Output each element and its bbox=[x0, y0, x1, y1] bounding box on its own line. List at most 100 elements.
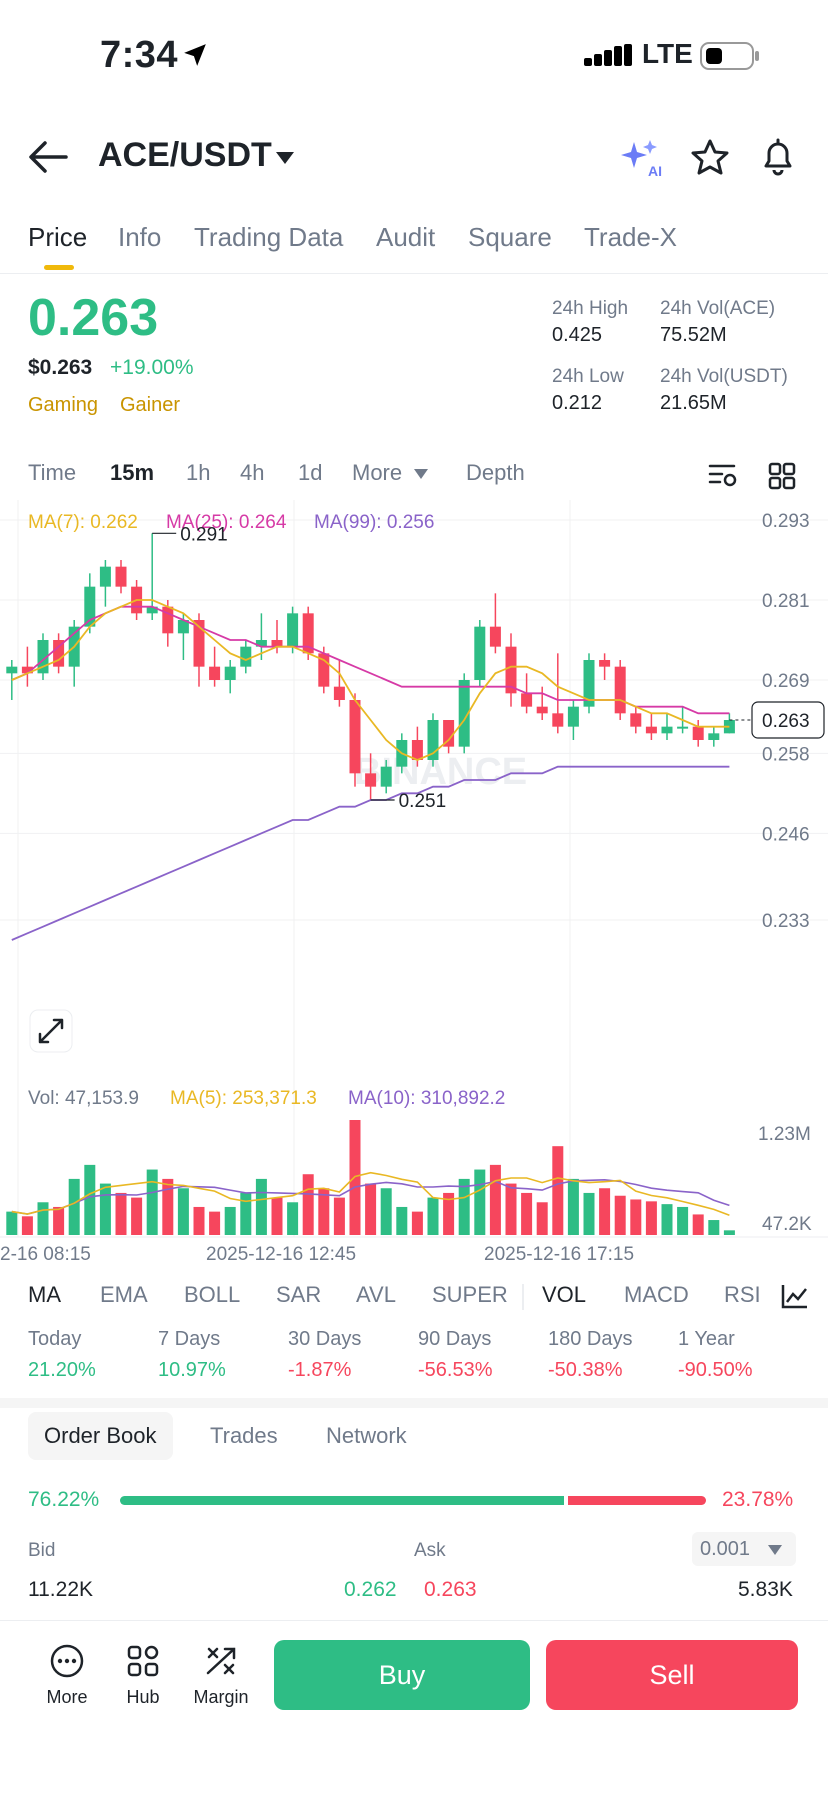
precision-selector[interactable]: 0.001 bbox=[692, 1532, 796, 1566]
tab-network[interactable]: Network bbox=[326, 1423, 407, 1448]
low-marker-label: 0.251 bbox=[399, 791, 447, 812]
candle-body bbox=[37, 640, 49, 674]
indicator-settings-icon[interactable] bbox=[780, 1282, 810, 1310]
candle-body bbox=[521, 693, 533, 707]
candle-body bbox=[645, 726, 657, 734]
volume-bar bbox=[162, 1178, 174, 1235]
candle-body bbox=[302, 613, 314, 654]
tab-trades[interactable]: Trades bbox=[210, 1423, 278, 1448]
indicator-rsi[interactable]: RSI bbox=[724, 1282, 761, 1307]
stat-24h-high-label: 24h High bbox=[552, 298, 629, 319]
volume-bar bbox=[287, 1202, 299, 1235]
timeframe-more[interactable]: More bbox=[352, 460, 403, 485]
nav-hub[interactable]: Hub bbox=[108, 1643, 178, 1708]
bid-price[interactable]: 0.262 bbox=[344, 1578, 397, 1601]
candle-body bbox=[6, 666, 18, 674]
ask-price[interactable]: 0.263 bbox=[424, 1578, 477, 1601]
bid-column-label: Bid bbox=[28, 1540, 56, 1561]
volume-bar bbox=[209, 1211, 221, 1235]
nav-margin-label: Margin bbox=[193, 1687, 249, 1707]
vol-ma5-legend: MA(5): 253,371.3 bbox=[170, 1088, 317, 1109]
expand-chart-button[interactable] bbox=[29, 1009, 73, 1053]
depth-tab[interactable]: Depth bbox=[466, 460, 525, 485]
tab-info[interactable]: Info bbox=[118, 222, 162, 252]
price-alert-bell-icon[interactable] bbox=[758, 136, 798, 176]
volume-bar bbox=[240, 1192, 252, 1235]
volume-bar bbox=[21, 1216, 33, 1235]
performance-value: 21.20% bbox=[28, 1359, 96, 1381]
tab-audit[interactable]: Audit bbox=[376, 222, 436, 252]
tab-square[interactable]: Square bbox=[468, 222, 552, 252]
nav-more[interactable]: More bbox=[32, 1643, 102, 1708]
performance-item: 1 Year -90.50% bbox=[678, 1328, 753, 1382]
buy-button[interactable]: Buy bbox=[274, 1640, 530, 1710]
pair-dropdown-caret-icon[interactable] bbox=[276, 152, 294, 164]
sell-button[interactable]: Sell bbox=[546, 1640, 798, 1710]
timeframe-1h[interactable]: 1h bbox=[186, 460, 211, 485]
tag-gaming[interactable]: Gaming bbox=[28, 394, 99, 416]
volume-bar bbox=[193, 1206, 205, 1235]
candle-body bbox=[692, 726, 704, 740]
timeframe-time[interactable]: Time bbox=[28, 460, 77, 485]
tab-trading-data[interactable]: Trading Data bbox=[194, 222, 344, 252]
expand-icon[interactable] bbox=[38, 1018, 64, 1044]
candle-body bbox=[271, 640, 283, 647]
timeframe-selector: Time 15m 1h 4h 1d More Depth bbox=[0, 460, 828, 504]
volume-bar bbox=[599, 1188, 611, 1235]
nav-margin[interactable]: Margin bbox=[186, 1643, 256, 1708]
timeframe-15m[interactable]: 15m bbox=[110, 460, 155, 485]
volume-bar bbox=[333, 1197, 345, 1235]
performance-item: 30 Days -1.87% bbox=[288, 1328, 361, 1382]
indicator-ema[interactable]: EMA bbox=[100, 1282, 148, 1307]
stat-24h-low: 0.212 bbox=[552, 392, 603, 414]
ma7-legend: MA(7): 0.262 bbox=[28, 512, 138, 533]
chart-settings-icon[interactable] bbox=[708, 462, 738, 490]
performance-item: 7 Days 10.97% bbox=[158, 1328, 226, 1382]
indicator-sar[interactable]: SAR bbox=[276, 1282, 322, 1307]
candlestick-chart[interactable]: MA(7): 0.262 MA(25): 0.264 MA(99): 0.256… bbox=[0, 500, 828, 1260]
indicator-avl[interactable]: AVL bbox=[356, 1282, 396, 1307]
favorite-star-icon[interactable] bbox=[690, 138, 730, 178]
candle-body bbox=[661, 726, 673, 734]
trading-pair-title[interactable]: ACE/USDT bbox=[98, 136, 272, 174]
candle-body bbox=[255, 640, 267, 647]
tab-price[interactable]: Price bbox=[28, 222, 88, 252]
candle-body bbox=[489, 626, 501, 647]
tab-trade-x[interactable]: Trade-X bbox=[584, 222, 677, 252]
indicator-boll[interactable]: BOLL bbox=[184, 1282, 241, 1307]
performance-label: 30 Days bbox=[288, 1328, 362, 1350]
vol-axis-bottom: 47.2K bbox=[762, 1214, 812, 1235]
volume-bar bbox=[692, 1214, 704, 1235]
candle-body bbox=[224, 666, 236, 680]
battery-icon bbox=[700, 42, 759, 70]
back-arrow-icon[interactable] bbox=[28, 140, 68, 174]
indicator-macd[interactable]: MACD bbox=[624, 1282, 689, 1307]
stat-24h-vol-ace: 75.52M bbox=[660, 324, 727, 346]
indicator-vol[interactable]: VOL bbox=[542, 1282, 587, 1307]
volume-bar bbox=[255, 1178, 267, 1235]
more-caret-icon[interactable] bbox=[414, 469, 428, 479]
volume-bar bbox=[380, 1188, 392, 1235]
current-price-label: 0.263 bbox=[762, 711, 810, 732]
timeframe-1d[interactable]: 1d bbox=[298, 460, 323, 485]
timeframe-4h[interactable]: 4h bbox=[240, 460, 265, 485]
candle-body bbox=[599, 660, 611, 667]
indicator-ma[interactable]: MA bbox=[28, 1282, 61, 1307]
tag-gainer[interactable]: Gainer bbox=[120, 394, 181, 416]
indicator-super[interactable]: SUPER bbox=[432, 1282, 508, 1307]
active-tab-indicator bbox=[44, 265, 74, 270]
volume-bar bbox=[458, 1178, 470, 1235]
more-dots-icon bbox=[50, 1644, 84, 1678]
performance-item: 180 Days -50.38% bbox=[548, 1328, 633, 1382]
volume-bar bbox=[521, 1192, 533, 1235]
volume-bar bbox=[723, 1230, 735, 1235]
volume-bar bbox=[489, 1164, 501, 1235]
performance-row: Today 21.20% 7 Days 10.97% 30 Days -1.87% 90 D… bbox=[0, 1328, 828, 1398]
grid-layout-icon[interactable] bbox=[768, 462, 796, 490]
nav-hub-label: Hub bbox=[126, 1687, 160, 1707]
stat-24h-low-label: 24h Low bbox=[552, 366, 624, 387]
tab-order-book[interactable]: Order Book bbox=[28, 1412, 173, 1460]
price-axis-label: 0.246 bbox=[762, 824, 810, 845]
ai-sparkle-icon[interactable]: AI bbox=[620, 138, 666, 178]
cellular-signal-icon bbox=[584, 44, 632, 66]
